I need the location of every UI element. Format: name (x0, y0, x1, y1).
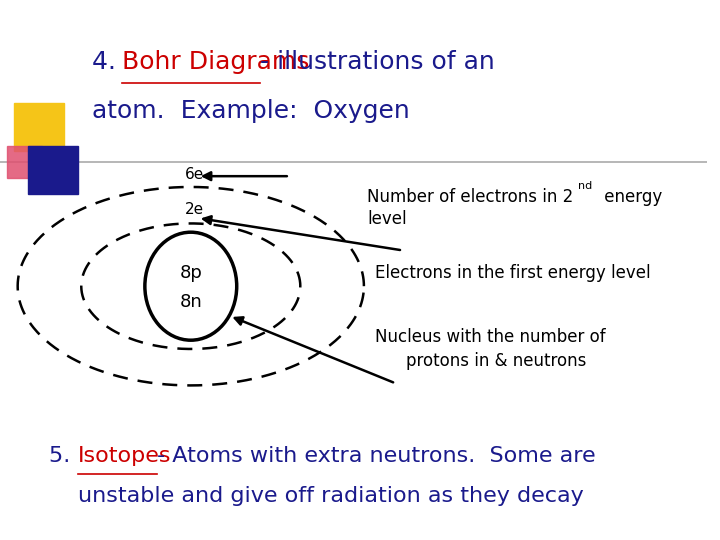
Text: Number of electrons in 2: Number of electrons in 2 (367, 188, 574, 206)
Bar (14, 103, 63, 151)
Text: 2e: 2e (185, 202, 204, 217)
Text: Electrons in the first energy level: Electrons in the first energy level (374, 264, 650, 282)
Text: Bohr Diagrams: Bohr Diagrams (122, 50, 310, 74)
Text: 5.: 5. (50, 446, 85, 467)
Text: Isotopes: Isotopes (78, 446, 171, 467)
Text: nd: nd (578, 181, 593, 191)
Text: 8n: 8n (179, 293, 202, 312)
Text: 8p: 8p (179, 264, 202, 282)
Text: protons in & neutrons: protons in & neutrons (406, 352, 587, 370)
Bar (7, 146, 42, 178)
Text: unstable and give off radiation as they decay: unstable and give off radiation as they … (78, 485, 583, 506)
Text: energy: energy (599, 188, 662, 206)
Bar (28, 146, 78, 194)
Text: level: level (367, 210, 407, 228)
Text: 4.: 4. (92, 50, 132, 74)
Text: 6e: 6e (185, 166, 204, 181)
Text: - illustrations of an: - illustrations of an (260, 50, 495, 74)
Text: atom.  Example:  Oxygen: atom. Example: Oxygen (92, 99, 410, 123)
Text: Nucleus with the number of: Nucleus with the number of (374, 328, 605, 347)
Text: - Atoms with extra neutrons.  Some are: - Atoms with extra neutrons. Some are (157, 446, 595, 467)
